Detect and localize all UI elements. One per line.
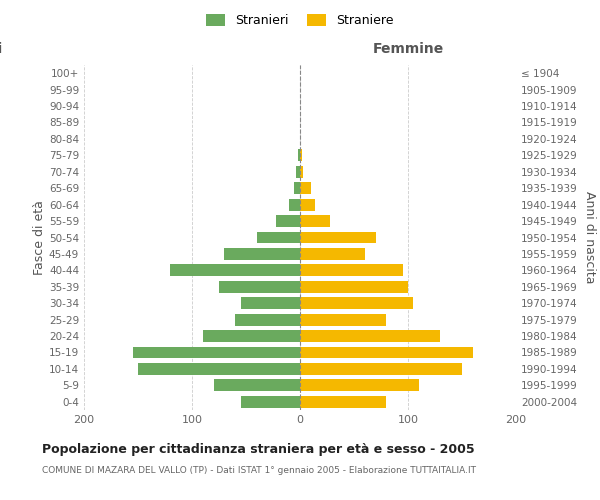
Bar	[138, 363, 300, 375]
Bar	[293, 182, 300, 194]
Bar	[300, 346, 473, 358]
Text: Maschi: Maschi	[0, 42, 3, 56]
Bar	[296, 166, 300, 177]
Bar	[214, 380, 300, 392]
Bar	[300, 150, 302, 162]
Bar	[300, 330, 440, 342]
Bar	[241, 298, 300, 309]
Bar	[170, 264, 300, 276]
Bar	[300, 166, 303, 177]
Text: Femmine: Femmine	[373, 42, 443, 56]
Bar	[300, 380, 419, 392]
Text: COMUNE DI MAZARA DEL VALLO (TP) - Dati ISTAT 1° gennaio 2005 - Elaborazione TUTT: COMUNE DI MAZARA DEL VALLO (TP) - Dati I…	[42, 466, 476, 475]
Bar	[203, 330, 300, 342]
Bar	[298, 150, 300, 162]
Bar	[235, 314, 300, 326]
Text: Popolazione per cittadinanza straniera per età e sesso - 2005: Popolazione per cittadinanza straniera p…	[42, 442, 475, 456]
Y-axis label: Fasce di età: Fasce di età	[33, 200, 46, 275]
Bar	[300, 314, 386, 326]
Bar	[133, 346, 300, 358]
Bar	[257, 232, 300, 243]
Y-axis label: Anni di nascita: Anni di nascita	[583, 191, 596, 284]
Bar	[241, 396, 300, 407]
Bar	[224, 248, 300, 260]
Bar	[300, 215, 330, 227]
Bar	[276, 215, 300, 227]
Bar	[300, 396, 386, 407]
Bar	[289, 198, 300, 210]
Bar	[300, 182, 311, 194]
Bar	[300, 248, 365, 260]
Bar	[300, 232, 376, 243]
Bar	[300, 281, 408, 292]
Bar	[300, 264, 403, 276]
Legend: Stranieri, Straniere: Stranieri, Straniere	[202, 8, 398, 32]
Bar	[219, 281, 300, 292]
Bar	[300, 363, 462, 375]
Bar	[300, 198, 315, 210]
Bar	[300, 298, 413, 309]
